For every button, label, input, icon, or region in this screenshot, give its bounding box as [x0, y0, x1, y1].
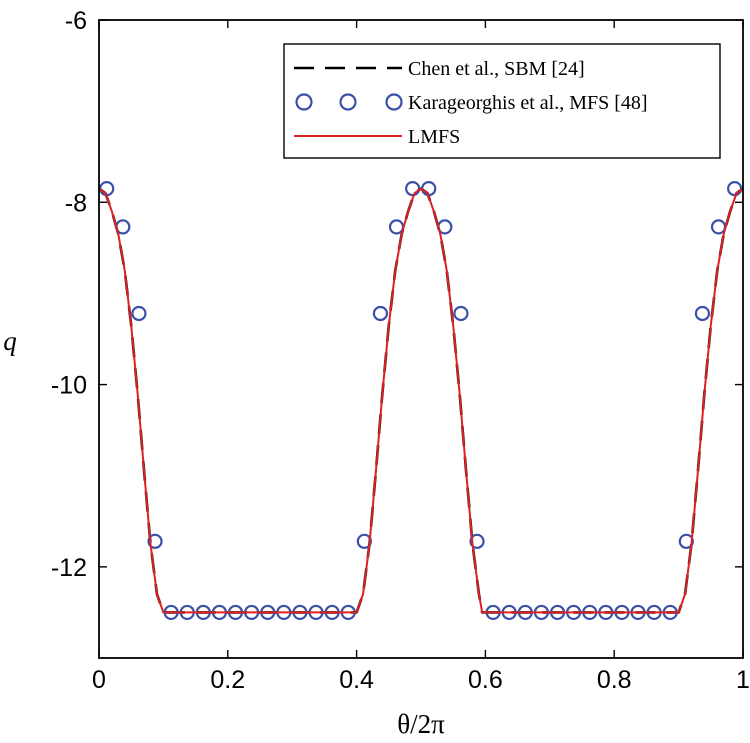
series-line-lmfs [99, 187, 743, 614]
data-point-karageorghis-et-al-mfs-48 [453, 305, 469, 322]
data-point-karageorghis-et-al-mfs-48 [131, 305, 147, 322]
y-tick-label: -8 [65, 189, 87, 217]
x-tick-label: 0.4 [339, 666, 374, 694]
legend-label-chen-et-al-sbm-24: Chen et al., SBM [24] [408, 58, 585, 80]
tick-labels: 0 0.2 0.4 0.6 0.8 1 -12 -10 -8 -6 [51, 7, 750, 694]
data-point-karageorghis-et-al-mfs-48 [405, 181, 421, 197]
legend-marker-karageorghis-et-al-mfs-48 [295, 93, 313, 111]
data-point-karageorghis-et-al-mfs-48 [678, 533, 694, 549]
y-axis-title: q [3, 326, 17, 356]
data-point-karageorghis-et-al-mfs-48 [388, 219, 405, 235]
legend-items: Chen et al., SBM [24] Karageorghis et al.… [294, 58, 648, 148]
x-tick-label: 0.2 [210, 666, 245, 694]
data-point-karageorghis-et-al-mfs-48 [147, 533, 163, 549]
x-tick-label: 1 [736, 666, 750, 694]
y-tick-label: -10 [51, 372, 87, 400]
legend-marker-karageorghis-et-al-mfs-48 [385, 93, 403, 111]
data-point-karageorghis-et-al-mfs-48 [356, 533, 372, 549]
data-point-karageorghis-et-al-mfs-48 [469, 533, 485, 549]
x-tick-label: 0 [92, 666, 106, 694]
data-point-karageorghis-et-al-mfs-48 [372, 305, 389, 322]
data-point-karageorghis-et-al-mfs-48 [694, 305, 711, 322]
legend-label-karageorghis-et-al-mfs-48: Karageorghis et al., MFS [48] [408, 92, 648, 114]
legend-marker-karageorghis-et-al-mfs-48 [339, 93, 357, 111]
data-point-karageorghis-et-al-mfs-48 [727, 181, 743, 197]
legend-box [283, 43, 721, 159]
y-tick-label: -12 [51, 554, 87, 582]
y-tick-label: -6 [65, 7, 87, 35]
x-axis-title: θ/2π [397, 709, 445, 739]
x-tick-label: 0.8 [597, 666, 632, 694]
x-tick-label: 0.6 [468, 666, 503, 694]
legend: Chen et al., SBM [24] Karageorghis et al.… [283, 43, 721, 159]
legend-label-lmfs: LMFS [408, 126, 460, 148]
plot-frame [98, 19, 744, 659]
data-point-karageorghis-et-al-mfs-48 [710, 219, 727, 235]
plot-area [99, 181, 743, 621]
tick-marks [98, 19, 744, 658]
series-line-chen-et-al-sbm-24 [99, 187, 743, 614]
